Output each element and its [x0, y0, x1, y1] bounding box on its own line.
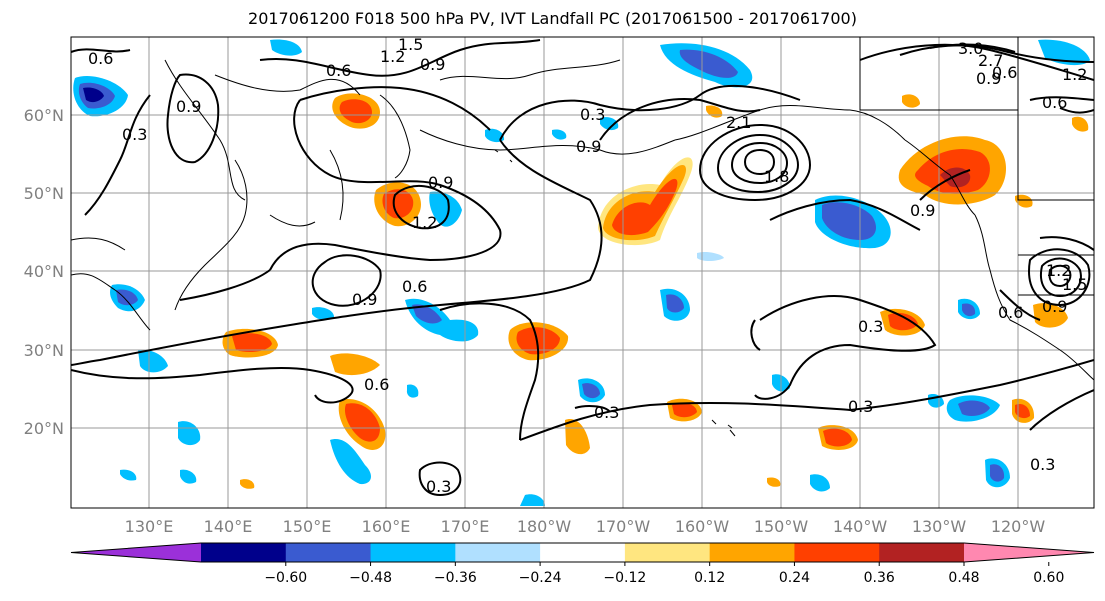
- contour-label: 1.2: [380, 47, 405, 66]
- map-panel: 0.6 0.9 0.3 1.2 1.5 0.6 0.9 0.9 1.2 0.6 …: [71, 35, 1094, 508]
- colorbar-segment: [285, 543, 372, 562]
- lat-label: 50°N: [24, 184, 64, 203]
- lat-label: 40°N: [24, 262, 64, 281]
- colorbar-segment: [201, 543, 287, 562]
- contour-label: 0.9: [428, 173, 453, 192]
- contour-label: 2.1: [726, 113, 751, 132]
- contour-label: 1.8: [764, 167, 789, 186]
- contour-label: 0.6: [998, 303, 1023, 322]
- lon-label: 160°W: [675, 517, 730, 536]
- lat-label: 60°N: [24, 106, 64, 125]
- lon-label: 130°W: [912, 517, 967, 536]
- contour-label: 1.5: [398, 35, 423, 54]
- contour-label: 0.6: [326, 61, 351, 80]
- graticule: [71, 37, 1094, 508]
- colorbar-tick-label: −0.12: [603, 570, 646, 586]
- lon-label: 150°E: [283, 517, 332, 536]
- colorbar-segment: [794, 543, 880, 562]
- colorbar-segment: [455, 543, 541, 562]
- contour-label: 0.3: [580, 105, 605, 124]
- contour-label: 0.9: [576, 137, 601, 156]
- latitude-labels: 60°N 50°N 40°N 30°N 20°N: [24, 106, 64, 438]
- contour-label: 0.3: [122, 125, 147, 144]
- contour-label: 0.3: [848, 397, 873, 416]
- contour-label: 0.3: [594, 403, 619, 422]
- contour-label: 1.2: [1046, 261, 1071, 280]
- contour-label: 0.3: [858, 317, 883, 336]
- colorbar-segment: [879, 543, 965, 562]
- contour-label: 0.9: [420, 55, 445, 74]
- contour-label: 1.2: [412, 213, 437, 232]
- lat-label: 20°N: [24, 419, 64, 438]
- lon-label: 140°E: [204, 517, 253, 536]
- lat-label: 30°N: [24, 341, 64, 360]
- figure-title: 2017061200 F018 500 hPa PV, IVT Landfall…: [248, 9, 857, 28]
- contour-label: 1.5: [1062, 275, 1087, 294]
- contour-label: 0.6: [88, 49, 113, 68]
- lon-label: 160°E: [362, 517, 411, 536]
- colorbar-tick-label: 0.60: [1033, 570, 1064, 586]
- lon-label: 170°W: [596, 517, 651, 536]
- contour-label: 0.3: [426, 477, 451, 496]
- colorbar-segment: [964, 543, 1094, 562]
- colorbar-segment: [540, 543, 626, 562]
- contour-label: 0.9: [976, 69, 1001, 88]
- contour-label: 0.6: [364, 375, 389, 394]
- lon-label: 130°E: [125, 517, 174, 536]
- contour-label: 0.9: [176, 97, 201, 116]
- contour-label: 0.9: [910, 201, 935, 220]
- lon-label: 180°W: [517, 517, 572, 536]
- colorbar-tick-label: −0.36: [434, 570, 477, 586]
- colorbar-tick-label: 0.36: [864, 570, 895, 586]
- coastlines: [71, 37, 1094, 437]
- colorbar-tick-label: −0.60: [264, 570, 307, 586]
- contour-labels: 0.6 0.9 0.3 1.2 1.5 0.6 0.9 0.9 1.2 0.6 …: [88, 35, 1087, 496]
- colorbar-segment: [624, 543, 711, 562]
- lon-label: 170°E: [441, 517, 490, 536]
- longitude-labels: 130°E 140°E 150°E 160°E 170°E 180°W 170°…: [125, 517, 1046, 536]
- map-frame: [70, 36, 1095, 509]
- contour-label: 0.3: [1030, 455, 1055, 474]
- negative-anomaly-shading: [73, 39, 1090, 506]
- contour-label: 0.6: [1042, 93, 1067, 112]
- colorbar-tick-label: 0.12: [694, 570, 725, 586]
- colorbar-segment: [71, 543, 201, 562]
- contour-label: 0.9: [352, 290, 377, 309]
- contour-label: 3.0: [958, 39, 983, 58]
- colorbar-segment: [370, 543, 456, 562]
- lon-label: 140°W: [833, 517, 888, 536]
- contour-label: 0.9: [1042, 297, 1067, 316]
- contour-label: 0.6: [402, 277, 427, 296]
- contour-label: 0.6: [992, 63, 1017, 82]
- colorbar-tick-label: 0.24: [779, 570, 810, 586]
- colorbar-tick-label: −0.48: [349, 570, 392, 586]
- colorbar-tick-label: −0.24: [519, 570, 562, 586]
- lon-label: 150°W: [754, 517, 809, 536]
- pv-contours: [71, 39, 1094, 497]
- colorbar-outline: [70, 542, 1095, 563]
- lon-label: 120°W: [991, 517, 1046, 536]
- contour-label: 2.7: [978, 51, 1003, 70]
- contour-label: 1.2: [1062, 65, 1087, 84]
- colorbar: −0.60 −0.48 −0.36 −0.24 −0.12 0.12 0.24 0.36 0.4…: [70, 542, 1095, 586]
- colorbar-tick-label: 0.48: [948, 570, 979, 586]
- colorbar-segment: [709, 543, 795, 562]
